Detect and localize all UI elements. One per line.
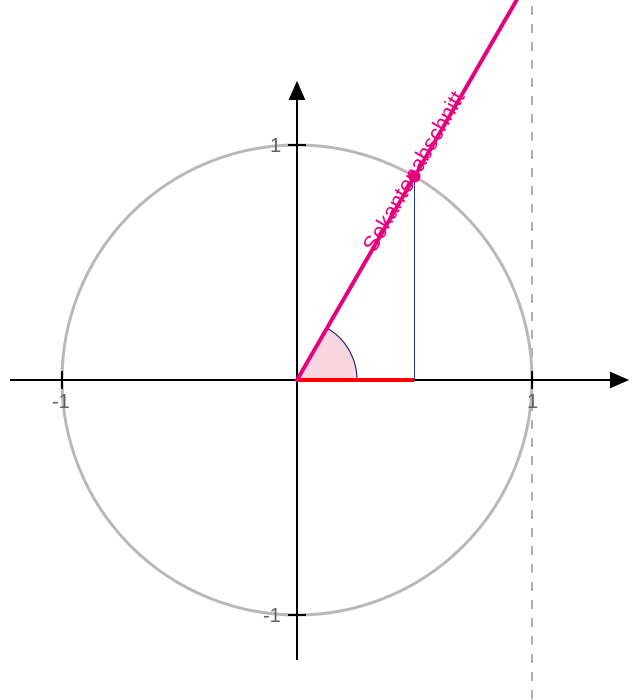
label-x-neg-1: -1 (52, 391, 70, 413)
label-y-neg-1: -1 (263, 605, 281, 627)
y-axis-arrow-icon (289, 81, 306, 100)
label-x-pos-1: 1 (527, 391, 538, 413)
x-axis-arrow-icon (610, 372, 629, 389)
angle-sector (297, 328, 357, 380)
secant-label: Sekantenabschnitt (357, 87, 469, 256)
label-y-pos-1: 1 (270, 135, 281, 157)
unit-circle-diagram: -1 1 1 -1 Sekantenabschnitt (0, 0, 642, 700)
